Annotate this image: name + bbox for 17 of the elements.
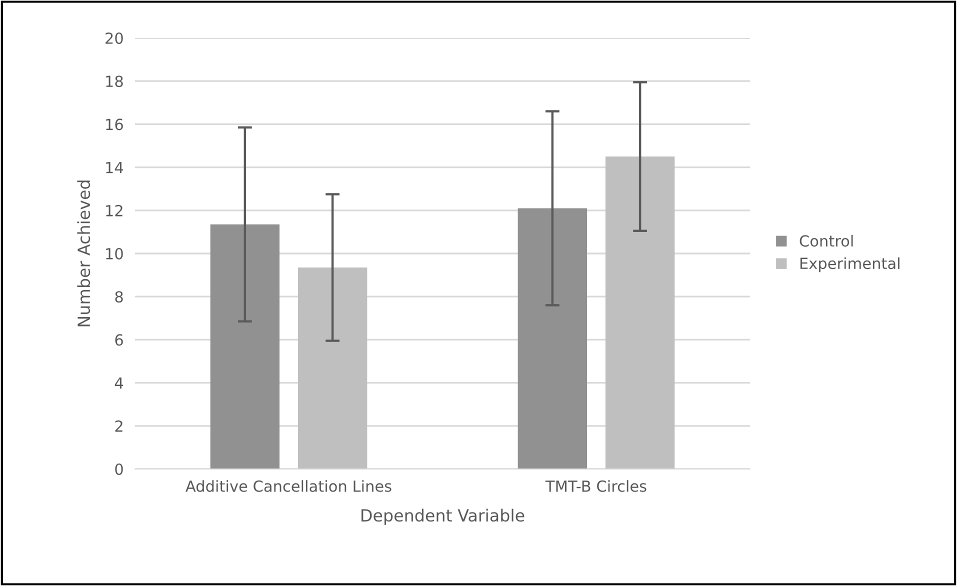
y-tick-label: 14 — [106, 162, 124, 174]
legend-label: Control — [800, 234, 853, 247]
x-tick-label: TMT-B Circles — [545, 480, 646, 492]
y-tick-label: 20 — [106, 32, 123, 44]
y-tick-label: 6 — [115, 334, 123, 346]
legend-label: Experimental — [800, 257, 900, 272]
y-tick-label: 16 — [106, 118, 123, 130]
x-axis-title: Dependent Variable — [362, 508, 524, 525]
y-tick-label: 10 — [106, 248, 123, 260]
y-tick-label: 0 — [115, 463, 123, 476]
x-tick-label: Additive Cancellation Lines — [186, 480, 392, 492]
y-tick-label: 18 — [106, 76, 123, 88]
y-axis-title: Number Achieved — [77, 180, 90, 326]
y-tick-label: 4 — [114, 377, 124, 389]
y-tick-label: 12 — [106, 204, 122, 216]
y-tick-label: 8 — [115, 291, 123, 303]
y-tick-label: 2 — [115, 420, 122, 432]
